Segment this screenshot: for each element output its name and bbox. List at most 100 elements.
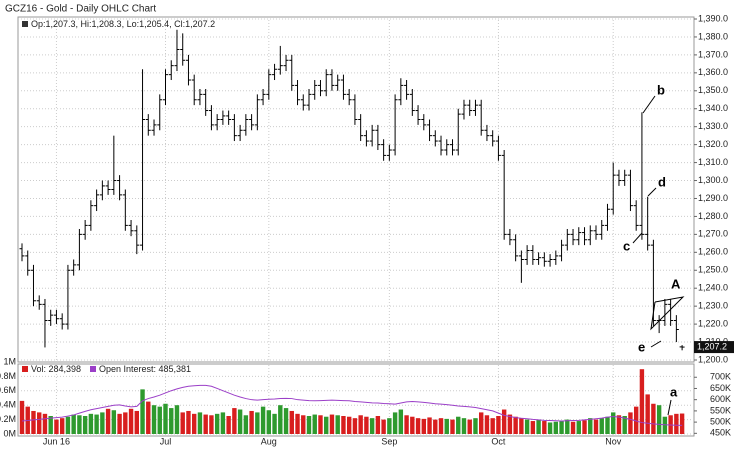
annotation: e: [638, 339, 645, 354]
annotation-line: [667, 399, 672, 416]
y-tick-label: 1,390.0: [698, 13, 728, 23]
volume-bar: [278, 405, 283, 434]
volume-bar: [565, 419, 570, 434]
volume-bar: [519, 418, 524, 434]
volume-bar: [679, 413, 685, 434]
volume-bar: [111, 410, 117, 434]
volume-bar: [163, 403, 168, 434]
volume-bar: [467, 419, 472, 434]
volume-bar: [59, 418, 65, 434]
volume-bar: [318, 415, 323, 434]
volume-bar: [588, 418, 593, 434]
volume-bar: [180, 412, 185, 434]
volume-bar: [214, 413, 220, 434]
x-tick-label: Jun 16: [43, 436, 70, 446]
volume-bar: [329, 414, 335, 434]
volume-bar: [54, 419, 59, 434]
annotation-line: [650, 340, 662, 348]
volume-bar: [501, 409, 507, 434]
volume-bar: [593, 419, 599, 434]
y2-tick-label: 600K: [710, 394, 731, 404]
volume-bar: [249, 410, 254, 434]
volume-bar: [547, 422, 553, 434]
volume-bar: [324, 416, 329, 434]
volume-bar: [410, 416, 415, 434]
info-icon: [22, 21, 28, 27]
annotation: c: [623, 238, 630, 253]
volume-bar: [364, 416, 369, 434]
volume-bar: [639, 369, 645, 434]
volume-bar: [220, 412, 226, 434]
volume-bar: [31, 410, 36, 434]
volume-bar: [48, 416, 53, 434]
volume-bar: [415, 418, 421, 434]
volume-bar: [203, 414, 208, 434]
y2-tick-label: 500K: [710, 416, 731, 426]
x-tick-label: Aug: [261, 436, 277, 446]
volume-bar: [19, 400, 25, 434]
y-tick-label: 1,350.0: [698, 85, 728, 95]
volume-bar: [524, 419, 530, 434]
y2-tick-label: 650K: [710, 383, 731, 393]
volume-bar: [42, 413, 48, 434]
annotation: d: [658, 174, 666, 189]
y2-tick-label: 450K: [710, 428, 731, 438]
y-tick-label: 1,220.0: [698, 318, 728, 328]
y-tick-label: 0.4M: [0, 400, 16, 410]
last-price-tag: [694, 341, 734, 354]
y-tick-label: 1,360.0: [698, 67, 728, 77]
volume-bar: [100, 412, 105, 434]
volume-bar: [530, 421, 536, 434]
y-tick-label: 1,310.0: [698, 157, 728, 167]
volume-bar: [674, 413, 679, 434]
y2-tick-label: 700K: [710, 372, 731, 382]
volume-bar: [582, 420, 587, 434]
volume-bar: [433, 419, 438, 434]
volume-bar: [151, 405, 157, 434]
volume-bar: [128, 408, 134, 434]
volume-bar: [289, 410, 294, 434]
volume-bar: [301, 415, 306, 434]
volume-bar: [507, 414, 513, 434]
volume-bar: [174, 405, 180, 434]
x-tick-label: Sep: [381, 436, 397, 446]
volume-bar: [255, 412, 260, 434]
y-tick-label: 1,240.0: [698, 283, 728, 293]
volume-bar: [346, 416, 352, 434]
volume-bar: [456, 416, 461, 434]
y-tick-label: 1M: [3, 356, 16, 366]
volume-bar: [335, 415, 340, 434]
volume-bar: [392, 412, 398, 434]
volume-bar: [438, 418, 444, 434]
volume-bar: [490, 418, 495, 434]
volume-bar: [599, 418, 604, 434]
annotation-triangle: [650, 296, 685, 331]
y-tick-label: 1,280.0: [698, 211, 728, 221]
volume-bar: [633, 406, 639, 434]
volume-bar: [605, 416, 610, 434]
volume-bar: [266, 410, 272, 434]
volume-bar: [358, 415, 363, 434]
y-tick-label: 1,260.0: [698, 247, 728, 257]
volume-bar: [450, 419, 455, 434]
y-tick-label: 1,330.0: [698, 121, 728, 131]
volume-bar: [553, 421, 559, 434]
volume-bar: [404, 415, 409, 434]
volume-bar: [146, 401, 151, 434]
annotation-line: [642, 95, 656, 114]
y-tick-label: 1,270.0: [698, 229, 728, 239]
volume-bar: [645, 394, 650, 434]
volume-bar: [88, 413, 94, 434]
volume-bar: [616, 415, 622, 434]
volume-bar: [71, 414, 76, 434]
volume-bar: [496, 416, 501, 434]
y-tick-label: 0.8M: [0, 371, 16, 381]
volume-bar: [232, 408, 237, 434]
volume-bar: [622, 416, 627, 434]
legend-label: Open Interest: 485,381: [99, 364, 191, 374]
volume-bar: [444, 418, 449, 434]
legend-swatch: [90, 366, 96, 372]
volume-bar: [352, 418, 358, 434]
volume-bar: [186, 410, 191, 434]
